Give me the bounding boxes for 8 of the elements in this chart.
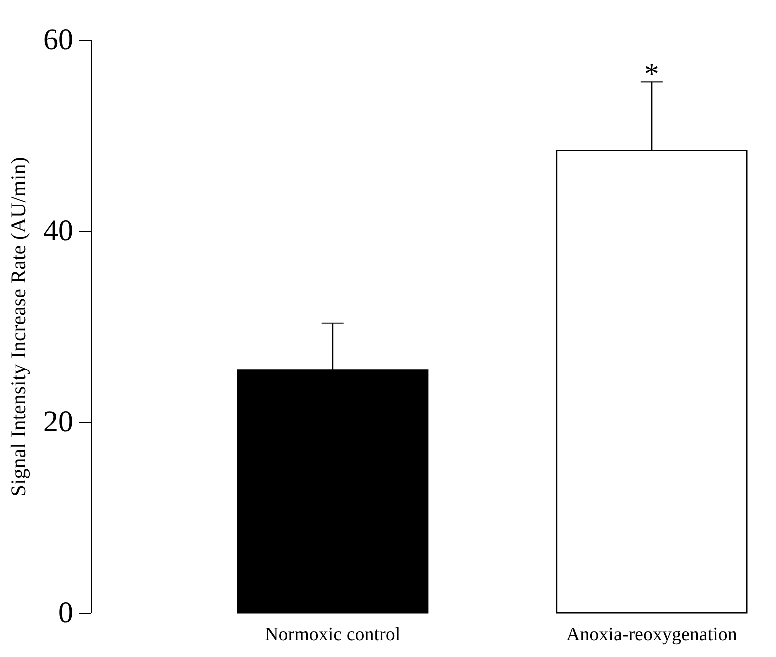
y-tick-label: 20 [44, 406, 74, 438]
x-tick-label: Normoxic control [265, 624, 401, 646]
y-tick-label: 40 [44, 214, 74, 248]
y-tick-label: 60 [44, 24, 74, 56]
y-axis-title: Signal Intensity Increase Rate (AU/min) [6, 157, 30, 497]
y-tick-label: 0 [58, 596, 74, 630]
annotation: * [644, 58, 660, 92]
x-tick-label: Anoxia-reoxygenation [566, 624, 738, 646]
